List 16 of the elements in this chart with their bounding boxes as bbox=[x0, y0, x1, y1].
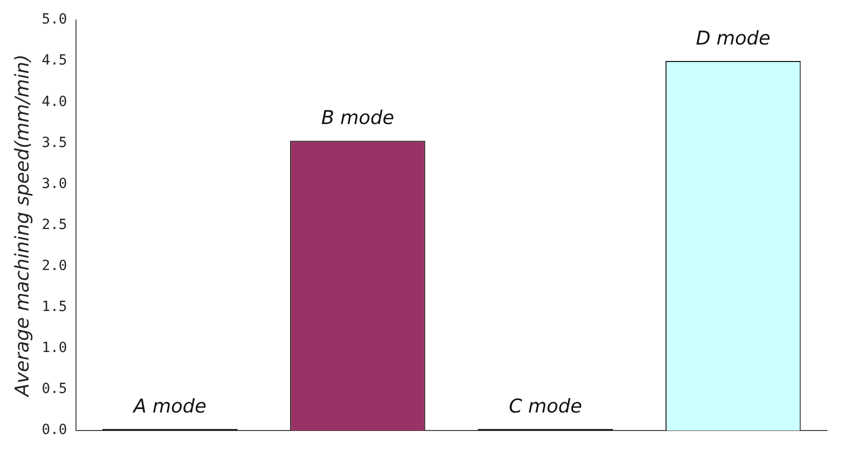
y-tick-label: 2.0 bbox=[42, 258, 68, 274]
y-tick-label: 4.0 bbox=[42, 94, 68, 110]
y-tick-label: 0.0 bbox=[42, 422, 68, 438]
y-tick-label: 2.5 bbox=[42, 216, 68, 233]
y-tick-label: 4.5 bbox=[42, 52, 68, 69]
y-tick-label: 0.5 bbox=[42, 381, 68, 398]
y-axis-title: Average machining speed(mm/min) bbox=[11, 54, 34, 398]
x-tick-label: C mode bbox=[508, 395, 582, 418]
y-tick-label: 3.5 bbox=[42, 134, 68, 151]
y-tick-label: 1.5 bbox=[42, 299, 68, 316]
y-tick-label: 3.0 bbox=[42, 176, 68, 192]
y-tick-label: 1.0 bbox=[42, 340, 68, 356]
x-tick-label: D mode bbox=[696, 28, 770, 50]
y-tick-label: 5.0 bbox=[42, 12, 68, 28]
x-tick-label: B mode bbox=[321, 107, 394, 130]
x-tick-label: A mode bbox=[131, 395, 206, 418]
